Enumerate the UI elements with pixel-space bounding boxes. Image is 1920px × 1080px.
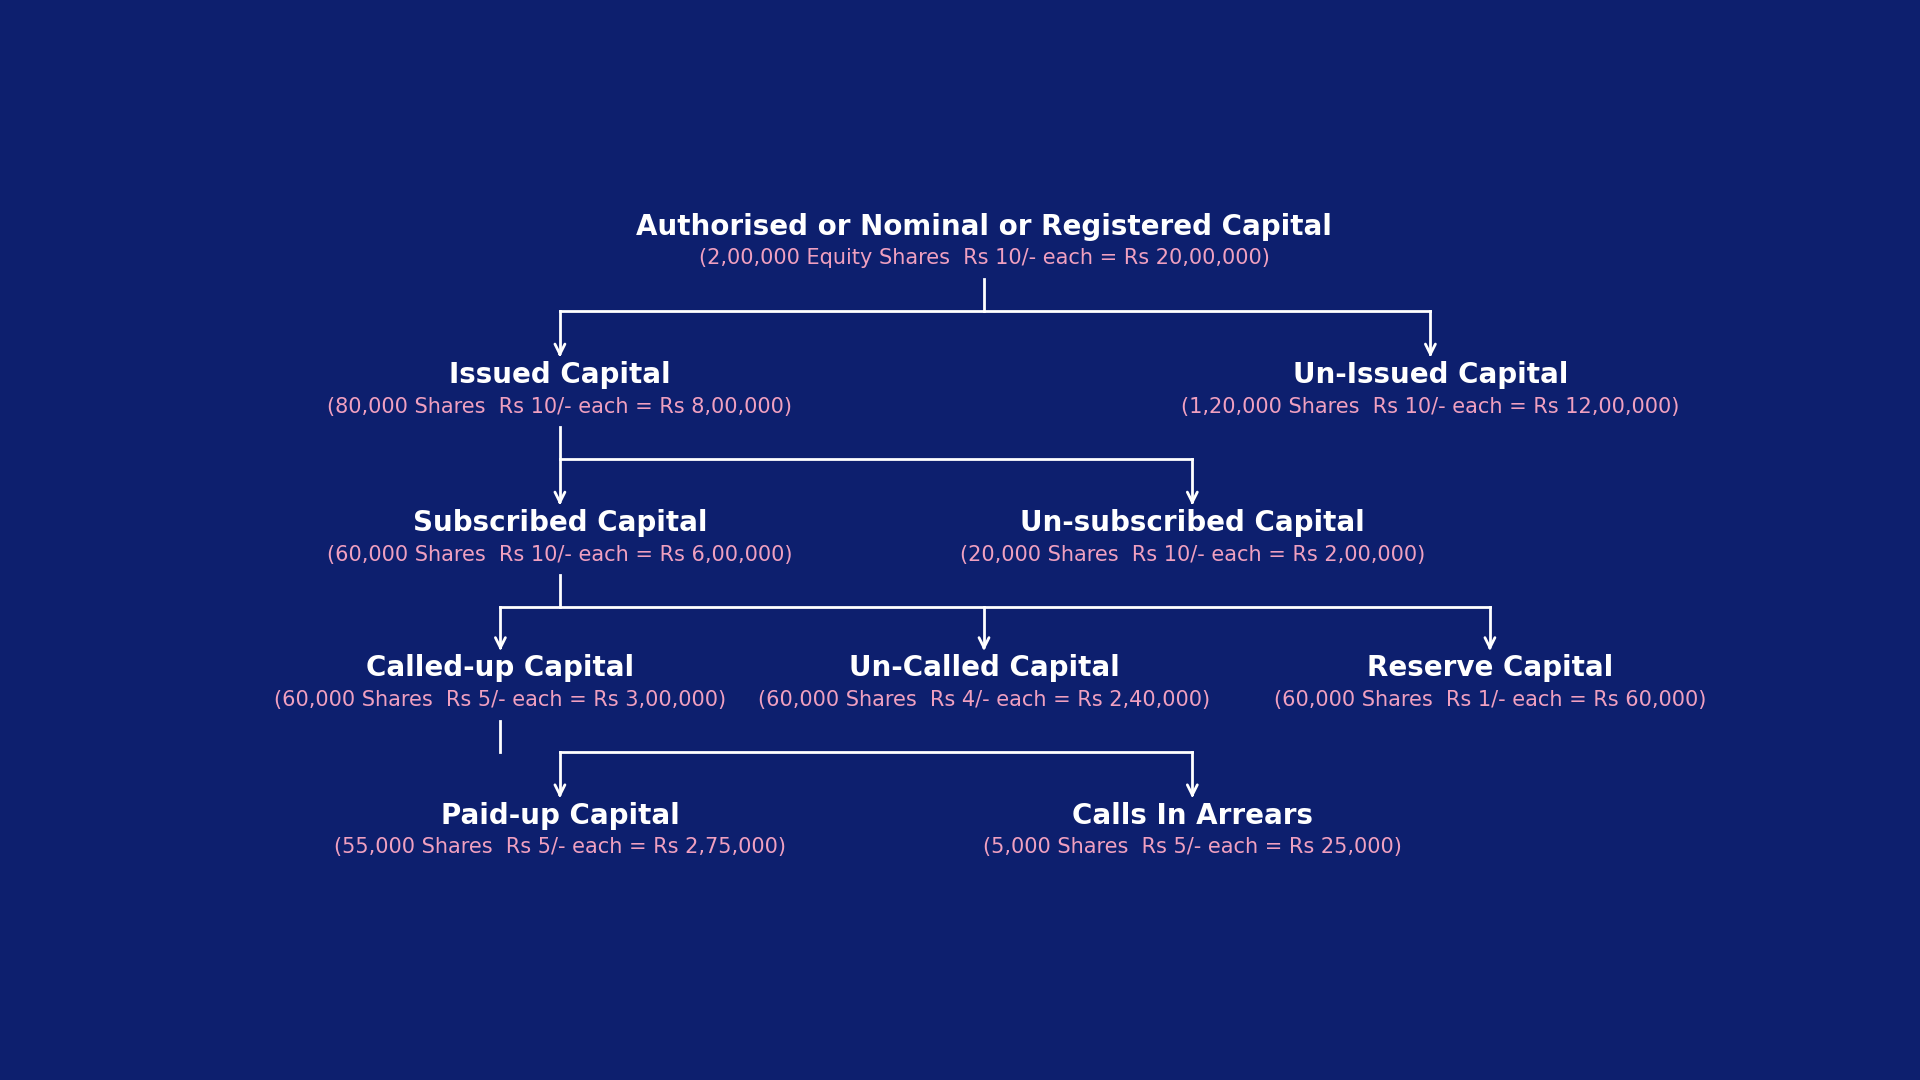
Text: (60,000 Shares  Rs 1/- each = Rs 60,000): (60,000 Shares Rs 1/- each = Rs 60,000) bbox=[1273, 690, 1707, 710]
Text: Authorised or Nominal or Registered Capital: Authorised or Nominal or Registered Capi… bbox=[636, 213, 1332, 241]
Text: Un-subscribed Capital: Un-subscribed Capital bbox=[1020, 509, 1365, 537]
Text: Calls In Arrears: Calls In Arrears bbox=[1071, 801, 1313, 829]
Text: (20,000 Shares  Rs 10/- each = Rs 2,00,000): (20,000 Shares Rs 10/- each = Rs 2,00,00… bbox=[960, 544, 1425, 565]
Text: (55,000 Shares  Rs 5/- each = Rs 2,75,000): (55,000 Shares Rs 5/- each = Rs 2,75,000… bbox=[334, 837, 785, 858]
Text: Issued Capital: Issued Capital bbox=[449, 361, 670, 389]
Text: (2,00,000 Equity Shares  Rs 10/- each = Rs 20,00,000): (2,00,000 Equity Shares Rs 10/- each = R… bbox=[699, 248, 1269, 269]
Text: (60,000 Shares  Rs 5/- each = Rs 3,00,000): (60,000 Shares Rs 5/- each = Rs 3,00,000… bbox=[275, 690, 726, 710]
Text: Called-up Capital: Called-up Capital bbox=[367, 654, 634, 683]
Text: (60,000 Shares  Rs 4/- each = Rs 2,40,000): (60,000 Shares Rs 4/- each = Rs 2,40,000… bbox=[758, 690, 1210, 710]
Text: Un-Called Capital: Un-Called Capital bbox=[849, 654, 1119, 683]
Text: Subscribed Capital: Subscribed Capital bbox=[413, 509, 707, 537]
Text: Paid-up Capital: Paid-up Capital bbox=[440, 801, 680, 829]
Text: (80,000 Shares  Rs 10/- each = Rs 8,00,000): (80,000 Shares Rs 10/- each = Rs 8,00,00… bbox=[328, 396, 793, 417]
Text: (1,20,000 Shares  Rs 10/- each = Rs 12,00,000): (1,20,000 Shares Rs 10/- each = Rs 12,00… bbox=[1181, 396, 1680, 417]
Text: Reserve Capital: Reserve Capital bbox=[1367, 654, 1613, 683]
Text: (60,000 Shares  Rs 10/- each = Rs 6,00,000): (60,000 Shares Rs 10/- each = Rs 6,00,00… bbox=[326, 544, 793, 565]
Text: (5,000 Shares  Rs 5/- each = Rs 25,000): (5,000 Shares Rs 5/- each = Rs 25,000) bbox=[983, 837, 1402, 858]
Text: Un-Issued Capital: Un-Issued Capital bbox=[1292, 361, 1569, 389]
